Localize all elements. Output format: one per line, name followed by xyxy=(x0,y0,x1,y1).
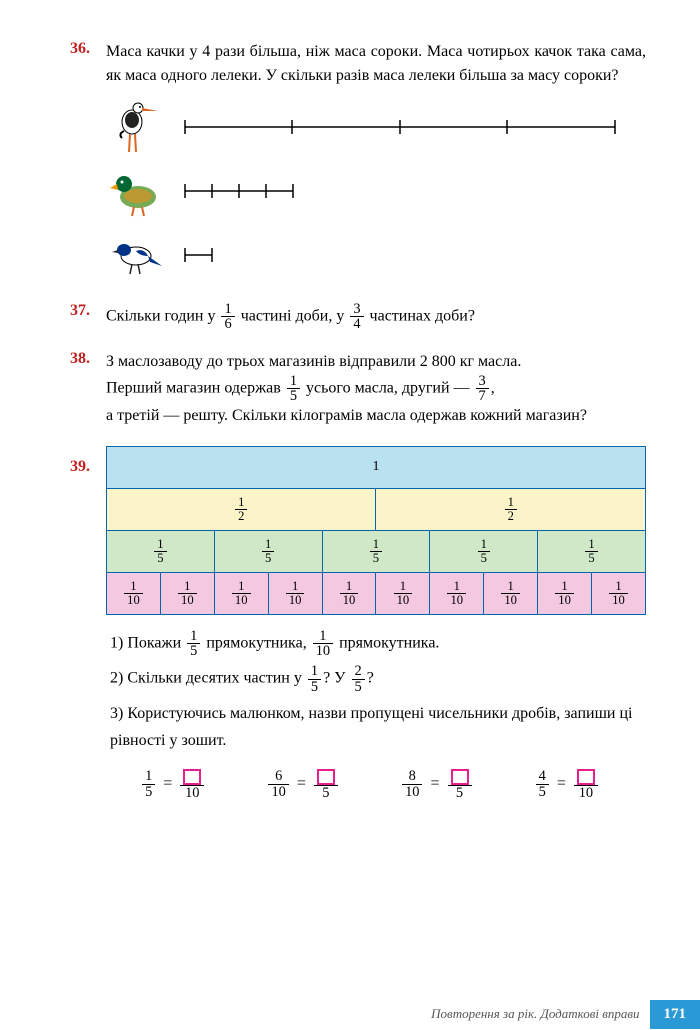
duck-icon xyxy=(110,162,165,220)
magpie-row xyxy=(110,226,650,284)
text: З маслозаводу до трьох магазинів відправ… xyxy=(106,353,521,370)
blank-box xyxy=(451,769,469,785)
text: Скільки годин у xyxy=(106,308,219,325)
cell-tenth: 110 xyxy=(592,572,646,614)
problem-text: Маса качки у 4 рази більша, ніж маса сор… xyxy=(106,40,646,88)
magpie-number-line xyxy=(180,245,230,265)
cell-half: 12 xyxy=(107,488,376,530)
equation: 810 = 5 xyxy=(400,769,473,800)
problem-number: 38. xyxy=(70,350,102,368)
text: , xyxy=(491,379,495,396)
subquestion-1: 1) Покажи 15 прямокутника, 110 прямокутн… xyxy=(110,629,650,659)
problem-36: 36. Маса качки у 4 рази більша, ніж маса… xyxy=(70,40,650,284)
stork-number-line xyxy=(180,117,620,137)
text: 2) Скільки десятих частин у xyxy=(110,670,306,687)
text: ? У xyxy=(323,670,349,687)
text: ? xyxy=(367,670,374,687)
cell-half: 12 xyxy=(376,488,646,530)
fraction: 34 xyxy=(350,302,363,332)
cell-tenth: 110 xyxy=(484,572,538,614)
cell-tenth: 110 xyxy=(107,572,161,614)
cell-fifth: 15 xyxy=(107,530,215,572)
problem-number: 39. xyxy=(70,458,102,476)
duck-row xyxy=(110,162,650,220)
cell-tenth: 110 xyxy=(376,572,430,614)
text: усього масла, другий — xyxy=(302,379,473,396)
cell-fifth: 15 xyxy=(322,530,430,572)
text: частині доби, у xyxy=(237,308,349,325)
problem-39: 39. 1 12 12 15 15 15 15 15 110 110 110 1… xyxy=(70,446,650,800)
problem-text: Скільки годин у 16 частині доби, у 34 ча… xyxy=(106,302,646,332)
magpie-icon xyxy=(110,226,165,284)
cell-tenth: 110 xyxy=(268,572,322,614)
fraction: 25 xyxy=(352,664,365,694)
cell-fifth: 15 xyxy=(430,530,538,572)
text: Перший магазин одержав xyxy=(106,379,285,396)
stork-icon xyxy=(110,98,165,156)
cell-tenth: 110 xyxy=(160,572,214,614)
problem-37: 37. Скільки годин у 16 частині доби, у 3… xyxy=(70,302,650,332)
stork-row xyxy=(110,98,650,156)
text: частинах доби? xyxy=(366,308,475,325)
equation: 15 = 10 xyxy=(140,769,206,800)
fraction: 37 xyxy=(476,374,489,404)
problem-number: 37. xyxy=(70,302,102,320)
problem-38: 38. З маслозаводу до трьох магазинів від… xyxy=(70,350,650,428)
text: прямокутника. xyxy=(335,634,439,651)
text: а третій — решту. Скільки кілограмів мас… xyxy=(106,407,587,424)
duck-number-line xyxy=(180,181,310,201)
blank-box xyxy=(317,769,335,785)
fraction: 15 xyxy=(308,664,321,694)
equation-row: 15 = 10 610 = 5 810 = 5 45 = 10 xyxy=(110,769,650,800)
problem-text: З маслозаводу до трьох магазинів відправ… xyxy=(106,350,646,428)
cell-tenth: 110 xyxy=(538,572,592,614)
fraction: 110 xyxy=(313,629,333,659)
fraction: 15 xyxy=(287,374,300,404)
cell-fifth: 15 xyxy=(538,530,646,572)
fraction: 15 xyxy=(187,629,200,659)
page-number: 171 xyxy=(650,1000,700,1029)
equation: 45 = 10 xyxy=(534,769,600,800)
cell-tenth: 110 xyxy=(322,572,376,614)
equation: 610 = 5 xyxy=(266,769,339,800)
text: прямокутника, xyxy=(202,634,310,651)
blank-box xyxy=(183,769,201,785)
subquestion-3: 3) Користуючись малюнком, назви пропущен… xyxy=(110,700,650,754)
text: 1) Покажи xyxy=(110,634,185,651)
cell-tenth: 110 xyxy=(430,572,484,614)
fraction: 16 xyxy=(221,302,234,332)
fraction-table: 1 12 12 15 15 15 15 15 110 110 110 110 1… xyxy=(106,446,646,615)
textbook-page: 36. Маса качки у 4 рази більша, ніж маса… xyxy=(0,0,700,1030)
page-footer: Повторення за рік. Додаткові вправи 171 xyxy=(0,998,700,1030)
problem-number: 36. xyxy=(70,40,102,58)
footer-text: Повторення за рік. Додаткові вправи xyxy=(431,1006,639,1022)
cell-fifth: 15 xyxy=(214,530,322,572)
bird-diagram xyxy=(110,98,650,284)
cell-whole: 1 xyxy=(107,446,646,488)
blank-box xyxy=(577,769,595,785)
cell-tenth: 110 xyxy=(214,572,268,614)
subquestion-2: 2) Скільки десятих частин у 15? У 25? xyxy=(110,664,650,694)
